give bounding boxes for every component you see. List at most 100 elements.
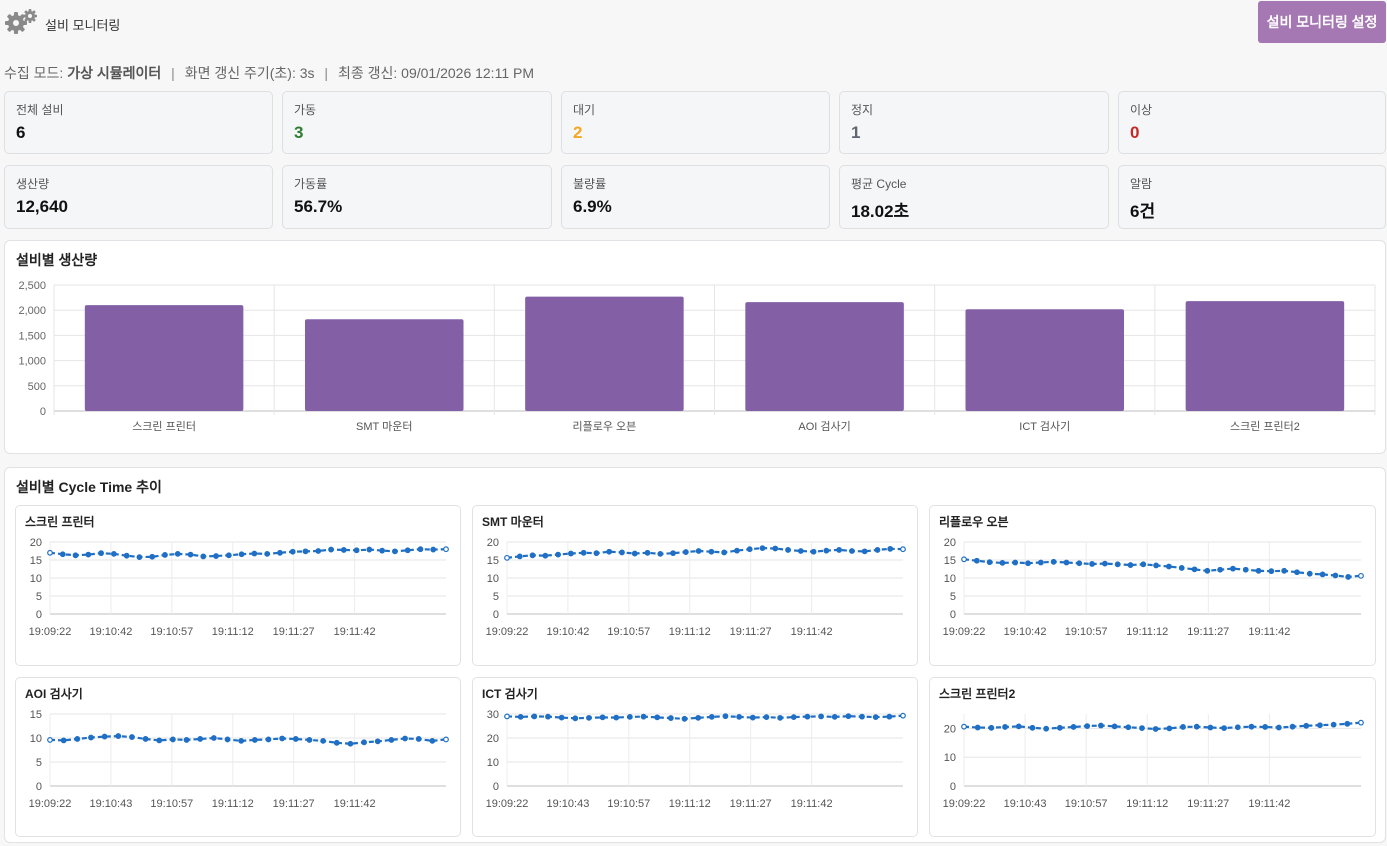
data-point: [1345, 574, 1352, 580]
kpi-label: 가동률: [294, 177, 328, 191]
data-point: [1275, 724, 1282, 731]
kpi-value: 6.9%: [573, 197, 612, 216]
y-tick-label: 20: [30, 537, 42, 549]
data-point: [681, 715, 688, 722]
x-tick-label: 19:10:57: [607, 626, 650, 638]
data-point: [1153, 562, 1159, 569]
data-point: [47, 737, 53, 743]
kpi-abnormal: 이상 0: [1118, 91, 1386, 154]
kpi-label: 이상: [1130, 103, 1153, 117]
data-point: [74, 736, 81, 742]
x-tick-label: 19:11:42: [334, 626, 376, 638]
data-point: [1230, 565, 1236, 572]
data-point: [72, 552, 79, 559]
data-point: [722, 713, 729, 720]
x-tick-label: ICT 검사기: [1019, 420, 1070, 433]
data-point: [504, 554, 510, 561]
y-tick-label: 20: [944, 537, 956, 549]
data-point: [558, 714, 565, 721]
data-point: [1344, 720, 1351, 727]
data-point: [886, 713, 893, 720]
data-point: [1191, 566, 1198, 573]
data-point: [657, 550, 664, 557]
gears-icon: [4, 8, 38, 36]
data-point: [1358, 572, 1364, 579]
data-point: [366, 546, 373, 553]
series-line: [49, 734, 447, 745]
cycle-chart-title: ICT 검사기: [482, 687, 538, 701]
x-tick-label: 19:09:22: [29, 626, 72, 638]
data-point: [315, 548, 322, 554]
data-point: [619, 549, 625, 556]
top-bar: 설비 모니터링 설비 모니터링 설정: [0, 0, 1387, 44]
panel-title: 설비별 생산량: [16, 252, 98, 268]
cycle-chart-card: SMT 마운터 0 5 10 15 20 19:09:22 19:10:42 19:10:57…: [472, 505, 918, 666]
data-point: [708, 713, 715, 720]
data-point: [721, 549, 728, 556]
production-chart-panel: 설비별 생산량 0 500 1,000 1,500 2,000 2,500 스크린 프린터 S…: [4, 240, 1386, 454]
y-tick-label: 0: [493, 781, 499, 793]
data-point: [169, 736, 176, 743]
kpi-idle: 대기 2: [561, 91, 830, 154]
cycle-chart-card: 스크린 프린터2 0 10 20 19:09:22 19:10:43 19:10:57 19…: [929, 677, 1376, 837]
data-point: [60, 737, 67, 744]
data-point: [823, 547, 830, 554]
collection-info-line: 수집 모드: 가상 시뮬레이터 | 화면 갱신 주기(초): 3s | 최종 갱…: [4, 63, 534, 83]
y-tick-label: 10: [30, 733, 42, 745]
data-point: [340, 547, 347, 553]
data-point: [682, 549, 689, 555]
kpi-stopped: 정지 1: [839, 91, 1109, 154]
data-point: [1076, 560, 1083, 567]
kpi-utilization: 가동률 56.7%: [282, 165, 552, 229]
data-point: [289, 548, 296, 555]
y-tick-label: 2,000: [18, 305, 46, 317]
monitoring-settings-button[interactable]: 설비 모니터링 설정: [1258, 1, 1386, 43]
series-line: [506, 546, 904, 559]
data-point: [333, 739, 340, 746]
data-point: [1217, 566, 1224, 573]
y-tick-label: 15: [944, 555, 956, 567]
data-point: [1025, 560, 1031, 567]
data-point: [1037, 559, 1044, 566]
kpi-value: 1: [851, 123, 861, 142]
data-point: [654, 714, 661, 721]
kpi-value: 6건: [1130, 202, 1156, 221]
y-tick-label: 30: [487, 709, 499, 721]
data-point: [861, 548, 868, 555]
y-tick-label: 1,500: [18, 330, 46, 342]
x-tick-label: 리플로우 오븐: [573, 420, 637, 433]
data-point: [580, 549, 587, 556]
kpi-avg-cycle: 평균 Cycle 18.02초: [839, 165, 1109, 229]
data-point: [1127, 562, 1134, 568]
data-point: [429, 737, 436, 744]
y-tick-label: 10: [944, 752, 956, 764]
data-point: [516, 553, 523, 560]
data-point: [85, 551, 92, 558]
data-point: [1207, 724, 1214, 731]
data-point: [251, 737, 258, 743]
data-point: [545, 713, 551, 720]
y-tick-label: 0: [950, 781, 956, 793]
data-point: [1140, 561, 1147, 568]
data-point: [961, 556, 967, 563]
data-point: [415, 736, 422, 742]
y-tick-label: 5: [36, 757, 42, 769]
data-point: [392, 548, 398, 555]
data-point: [1294, 569, 1300, 576]
x-tick-label: 19:11:12: [212, 626, 254, 638]
y-tick-label: 0: [36, 609, 42, 621]
data-point: [1332, 572, 1339, 579]
data-point: [872, 714, 879, 721]
x-tick-label: 19:11:42: [1248, 798, 1290, 810]
data-point: [213, 553, 219, 559]
cycle-chart-card: AOI 검사기 0 5 10 15 19:09:22 19:10:43 19:10:57 19…: [15, 677, 461, 837]
x-tick-label: 19:10:43: [547, 798, 590, 810]
x-tick-label: 19:11:12: [212, 798, 254, 810]
cycle-chart-title: 리플로우 오븐: [939, 515, 1009, 529]
y-tick-label: 0: [36, 781, 42, 793]
data-point: [859, 713, 865, 720]
data-point: [1281, 567, 1288, 574]
data-point: [251, 550, 258, 557]
data-point: [504, 713, 510, 720]
data-point: [785, 547, 791, 553]
